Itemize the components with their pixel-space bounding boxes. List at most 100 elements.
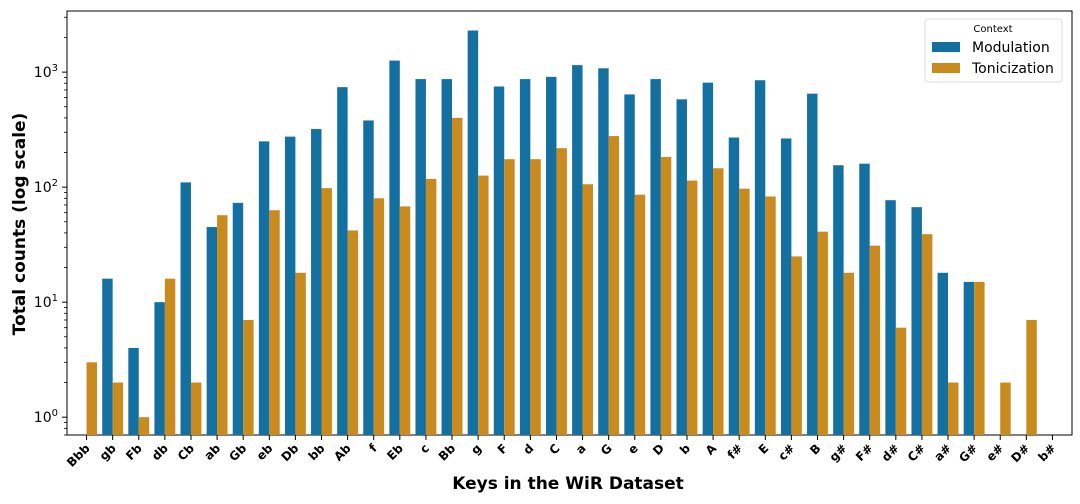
bar-modulation-G#: [963, 281, 975, 435]
bar-modulation-Bb: [441, 79, 453, 435]
bar-modulation-a: [572, 65, 583, 436]
bar-tonicization-A: [713, 168, 724, 436]
bar-modulation-eb: [258, 141, 270, 435]
bar-modulation-D: [650, 79, 661, 435]
bar-tonicization-c#: [791, 256, 802, 435]
bar-modulation-A: [702, 82, 714, 435]
x-tick-label: bb: [306, 441, 328, 463]
x-tick-label: d#: [879, 441, 902, 464]
x-tick-label: F#: [853, 441, 876, 464]
x-tick-label: G: [598, 441, 615, 458]
bar-tonicization-db: [164, 278, 176, 435]
bar-tonicization-f: [373, 198, 385, 435]
bar-modulation-G: [598, 68, 609, 435]
bar-modulation-Cb: [180, 182, 191, 435]
bar-modulation-b: [676, 99, 687, 435]
bar-modulation-F: [493, 86, 505, 435]
plot-frame: [66, 10, 1073, 436]
bar-tonicization-G#: [974, 281, 985, 435]
bar-tonicization-bb: [321, 188, 332, 435]
bar-tonicization-d: [530, 159, 541, 435]
bar-tonicization-B: [817, 231, 828, 435]
x-tick-label: eb: [254, 441, 276, 463]
y-tick-label: 102: [34, 178, 58, 196]
bar-modulation-gb: [102, 278, 113, 435]
bar-tonicization-f#: [739, 188, 750, 435]
bar-tonicization-c: [425, 178, 437, 435]
x-tick-label: C: [546, 441, 562, 457]
x-tick-label: g: [468, 441, 484, 457]
x-tick-label: c: [417, 441, 432, 456]
legend-swatch-tonicization: [932, 63, 960, 73]
x-tick-label: G#: [956, 441, 980, 465]
y-tick-label: 100: [34, 408, 58, 426]
bar-modulation-Ab: [337, 87, 348, 436]
bar-modulation-g#: [833, 165, 844, 435]
x-tick-label: Ab: [331, 441, 354, 464]
x-tick-label: Db: [278, 441, 301, 464]
legend-label-tonicization: Tonicization: [971, 61, 1054, 77]
bar-modulation-d#: [885, 200, 896, 435]
x-tick-label: db: [149, 441, 171, 463]
x-tick-label: c#: [775, 441, 797, 463]
x-tick-label: b#: [1035, 441, 1058, 464]
bar-tonicization-Db: [295, 272, 306, 435]
bar-modulation-c#: [780, 138, 792, 435]
bar-tonicization-D#: [1026, 319, 1037, 435]
x-tick-label: Bb: [436, 441, 459, 464]
bar-tonicization-a: [582, 184, 593, 435]
x-tick-label: e: [625, 441, 641, 457]
bar-tonicization-C#: [921, 234, 933, 435]
x-tick-label: Cb: [175, 441, 197, 463]
x-tick-label: Gb: [226, 441, 249, 464]
x-tick-label: Fb: [123, 441, 145, 463]
bar-tonicization-g#: [843, 272, 855, 435]
x-tick-label: g#: [827, 441, 850, 464]
bar-modulation-a#: [937, 272, 949, 435]
bar-modulation-Fb: [128, 347, 139, 435]
x-axis-label: Keys in the WiR Dataset: [452, 474, 684, 494]
x-tick-label: a: [573, 441, 589, 457]
x-tick-label: B: [807, 441, 823, 457]
bar-tonicization-ab: [217, 215, 228, 435]
y-axis-label: Total counts (log scale): [10, 113, 30, 336]
x-tick-label: b: [677, 441, 693, 457]
bar-tonicization-F#: [869, 245, 881, 435]
x-tick-label: D#: [1008, 441, 1032, 465]
bar-tonicization-b: [686, 180, 698, 435]
bar-tonicization-gb: [112, 382, 124, 435]
bar-tonicization-Cb: [190, 382, 202, 435]
legend-title: Context: [973, 24, 1012, 35]
x-tick-label: a#: [931, 441, 954, 464]
bar-tonicization-eb: [269, 210, 280, 435]
bar-tonicization-Ab: [347, 230, 359, 435]
bar-tonicization-d#: [895, 327, 907, 435]
bar-tonicization-e#: [1000, 382, 1011, 435]
bar-tonicization-Eb: [399, 206, 411, 435]
bar-modulation-Gb: [232, 202, 244, 435]
x-tick-label: A: [703, 441, 720, 458]
bar-tonicization-E: [765, 196, 776, 435]
bar-tonicization-g: [478, 175, 489, 435]
x-tick-label: e#: [984, 441, 1007, 464]
bar-tonicization-C: [556, 148, 567, 435]
bar-modulation-C#: [911, 207, 922, 435]
x-tick-label: E: [756, 441, 772, 457]
bar-modulation-bb: [311, 129, 322, 436]
bar-modulation-db: [154, 302, 165, 435]
legend: Context Modulation Tonicization: [924, 18, 1063, 83]
bar-modulation-F#: [859, 163, 870, 436]
bars-group: [86, 30, 1037, 436]
bar-modulation-g: [467, 30, 479, 436]
bar-modulation-f: [363, 120, 374, 436]
bar-modulation-B: [807, 93, 818, 436]
bar-modulation-d: [519, 79, 531, 435]
bar-modulation-Eb: [389, 60, 400, 436]
y-tick-label: 103: [34, 63, 58, 81]
legend-swatch-modulation: [932, 42, 960, 52]
x-tick-label: Bbb: [64, 441, 93, 470]
x-tick-label: F: [495, 441, 511, 457]
x-tick-label: C#: [905, 441, 928, 464]
bar-tonicization-D: [660, 156, 672, 435]
